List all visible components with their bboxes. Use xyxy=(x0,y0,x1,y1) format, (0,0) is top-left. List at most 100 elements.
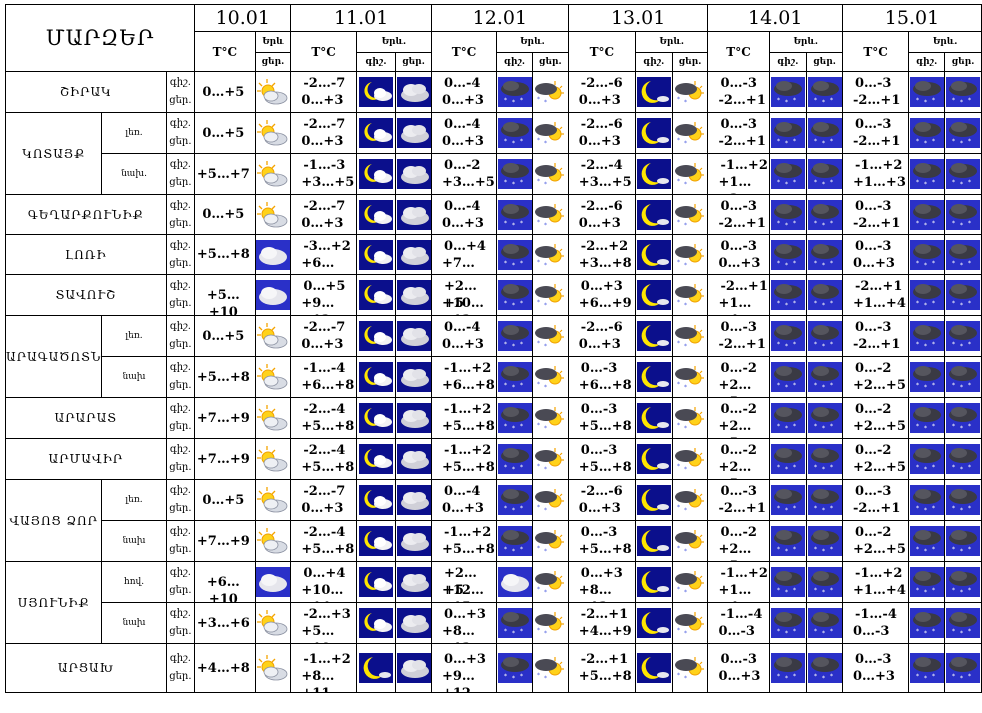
temp-day: +5…+8 xyxy=(301,419,355,434)
svg-text:*: * xyxy=(793,423,796,430)
temp-day: +6…+11 xyxy=(301,255,335,274)
sun-cloud-icon: * * xyxy=(533,159,567,189)
cloud-night-icon xyxy=(396,199,431,230)
sun-cloud-icon: * * xyxy=(673,362,707,392)
date-0: 10.01 xyxy=(215,7,270,29)
weather-icon-cell: * * * xyxy=(908,356,946,398)
temp-night: -1…-3 xyxy=(303,158,346,173)
region-name-cell: ԼՈՌԻ xyxy=(5,234,167,275)
svg-text:*: * xyxy=(924,302,927,309)
svg-text:*: * xyxy=(960,99,963,106)
temp-day: +3…+5 xyxy=(301,175,355,190)
svg-text:*: * xyxy=(968,179,971,186)
temp-cell: 0…+5 xyxy=(194,194,256,235)
sun-cloud-icon: * * xyxy=(673,608,707,638)
weather-icon-cell: * * * xyxy=(768,356,808,398)
temp-day: +5…+8 xyxy=(578,460,632,475)
svg-text:*: * xyxy=(504,382,507,389)
temp-day-10: +5…+7 xyxy=(196,166,250,182)
temp-day: +2…+5 xyxy=(718,419,752,438)
weather-icon-cell xyxy=(254,356,292,398)
cloud-night-icon xyxy=(396,526,431,556)
weather-icon-cell xyxy=(395,438,432,480)
svg-text:*: * xyxy=(677,463,680,470)
sunny-cloud-icon xyxy=(256,403,290,433)
temp-day: +2…+5 xyxy=(852,378,906,393)
temp-night: 0…-4 xyxy=(443,198,481,214)
cloud-night-icon xyxy=(396,608,431,638)
temp-day: +6…+9 xyxy=(578,296,632,311)
weather-icon-cell: * * xyxy=(671,438,709,480)
weather-icon-cell: * * * xyxy=(908,602,946,644)
temp-cell: +7…+9 xyxy=(194,520,256,562)
svg-text:*: * xyxy=(777,546,780,553)
icon-city-label: Երև. xyxy=(793,37,819,47)
moon-cloud-icon xyxy=(357,77,394,107)
day-label: ցեր. xyxy=(951,57,975,67)
svg-text:*: * xyxy=(932,260,935,267)
svg-text:*: * xyxy=(544,262,547,269)
temp-night: -1…-4 xyxy=(303,361,346,376)
weather-icon-cell: * * xyxy=(671,112,709,154)
night-row-label: գիշ. xyxy=(169,653,191,664)
weather-icon-cell xyxy=(355,397,397,439)
weather-icon-cell: * * * xyxy=(806,561,843,603)
region-name: ԿՈՏԱՅՔ xyxy=(22,146,86,161)
temp-cell: +6…+10 xyxy=(194,561,256,603)
temp-cell: -1…-4 0…-3 xyxy=(707,602,770,644)
weather-icon-cell: * * xyxy=(531,643,569,693)
temp-night: -2…-7 xyxy=(303,484,346,499)
moon-icon xyxy=(636,444,671,474)
temp-day: +1…+4 xyxy=(718,296,752,315)
night-day-labels: գիշ. ցեր. xyxy=(165,356,196,398)
svg-text:*: * xyxy=(924,548,927,555)
weather-icon-cell: * * * xyxy=(806,234,843,275)
day-row-label: ցեր. xyxy=(169,339,192,350)
day-label: ցեր. xyxy=(261,57,285,67)
temp-night: -2…+1 xyxy=(580,607,629,622)
weather-icon-cell xyxy=(355,153,397,195)
temp-cell: 0…+3 +8…+13 xyxy=(567,561,636,603)
date-header-5: 15.01 xyxy=(841,4,982,32)
temp-cell: -2…-6 0…+3 xyxy=(567,112,636,154)
svg-text:*: * xyxy=(932,628,935,635)
night-row-label: գիշ. xyxy=(169,444,191,455)
day-row-label: ցեր. xyxy=(169,257,192,269)
moon-icon xyxy=(636,239,671,270)
temp-cell: -2…-7 0…+3 xyxy=(290,194,357,235)
temp-day: -2…+1 xyxy=(718,215,766,231)
temp-night: -2…+1 xyxy=(720,279,768,294)
weather-icon-cell: * * * xyxy=(806,274,843,316)
weather-icon-cell: * * * xyxy=(908,315,946,357)
svg-text:*: * xyxy=(830,546,833,553)
svg-text:*: * xyxy=(968,673,971,680)
temp-cell: -2…-4 +5…+8 xyxy=(290,397,357,439)
temp-day: +2…+5 xyxy=(718,378,752,397)
date-header-1: 11.01 xyxy=(290,4,432,32)
weather-icon-cell: * * * xyxy=(806,153,843,195)
temp-day: 0…+3 xyxy=(441,501,484,516)
snow-cloud-icon: * * * xyxy=(807,567,842,597)
temp-cell: 0…-3 -2…+1 xyxy=(707,479,770,521)
svg-text:*: * xyxy=(785,140,788,147)
night-row-label: գիշ. xyxy=(169,362,191,373)
weather-icon-cell: * * xyxy=(671,356,709,398)
temp-night: 0…-3 xyxy=(854,198,892,214)
svg-text:*: * xyxy=(822,262,825,269)
snow-cloud-icon: * * * xyxy=(946,362,981,392)
weather-icon-cell xyxy=(634,153,673,195)
day-row-label: ցեր. xyxy=(169,544,192,555)
temp-night: 0…-2 xyxy=(720,443,757,458)
svg-text:*: * xyxy=(537,299,540,306)
snow-cloud-icon: * * * xyxy=(807,485,842,515)
svg-text:*: * xyxy=(968,423,971,430)
region-row: ԱՐՄԱՎԻՐ գիշ. ցեր. +7…+9 -2…-4 +5…+8 -1…+2 +5…… xyxy=(5,438,982,480)
temp-header-5: T°C xyxy=(841,31,910,72)
svg-text:*: * xyxy=(544,675,547,682)
moon-icon xyxy=(636,199,671,230)
svg-text:*: * xyxy=(684,384,687,391)
weather-icon-cell: * * xyxy=(531,315,569,357)
svg-text:*: * xyxy=(822,675,825,682)
weather-icon-cell: * * * xyxy=(944,356,982,398)
temp-day: +2…+5 xyxy=(852,542,906,557)
